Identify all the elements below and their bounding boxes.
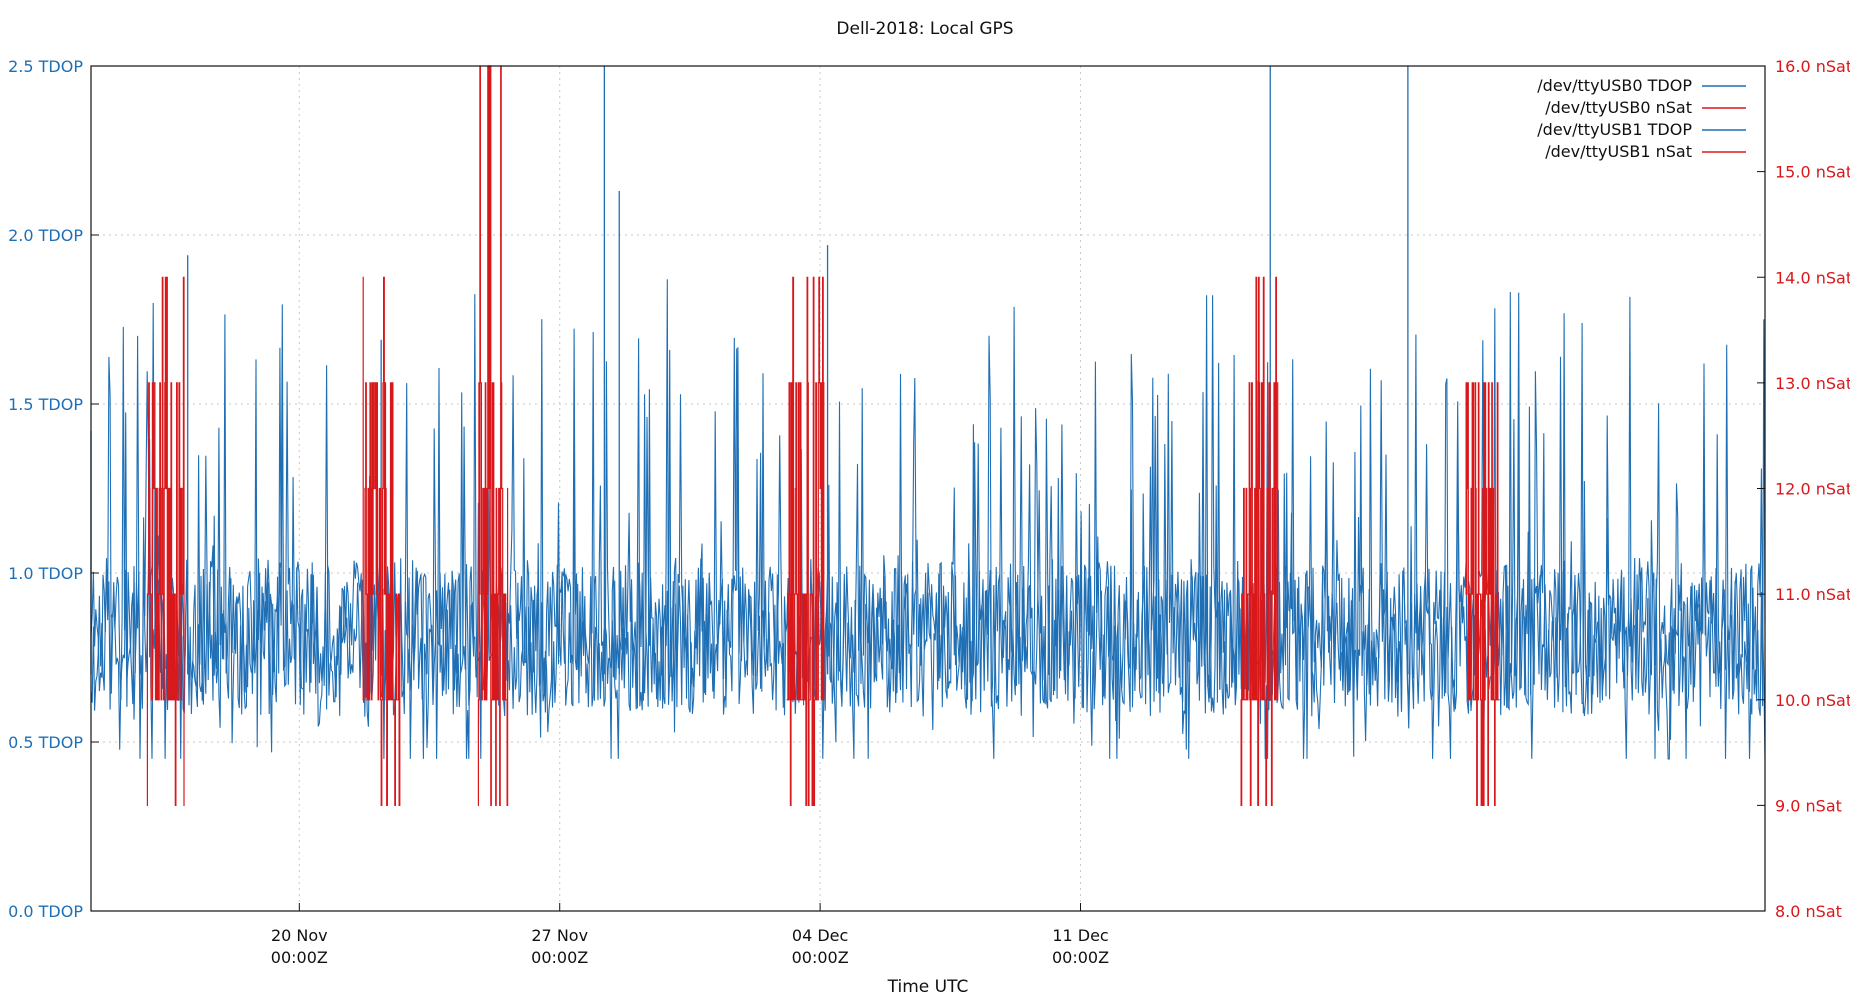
legend: /dev/ttyUSB0 TDOP/dev/ttyUSB0 nSat/dev/t… xyxy=(1537,76,1746,161)
left-tick-label: 1.5 TDOP xyxy=(8,395,83,414)
series-ttyUSB1-nsat xyxy=(477,65,509,806)
right-tick-label: 12.0 nSat xyxy=(1775,480,1850,499)
left-tick-label: 0.0 TDOP xyxy=(8,902,83,921)
left-tick-label: 0.5 TDOP xyxy=(8,733,83,752)
x-tick-label: 00:00Z xyxy=(1052,948,1109,967)
x-tick-label: 20 Nov xyxy=(271,926,328,945)
x-tick-label: 00:00Z xyxy=(271,948,328,967)
left-tick-label: 2.5 TDOP xyxy=(8,57,83,76)
series-ttyUSB1-nsat xyxy=(1465,382,1500,806)
chart-title: Dell-2018: Local GPS xyxy=(836,19,1013,39)
legend-label: /dev/ttyUSB1 TDOP xyxy=(1537,120,1692,139)
legend-label: /dev/ttyUSB0 TDOP xyxy=(1537,76,1692,95)
legend-label: /dev/ttyUSB0 nSat xyxy=(1545,98,1692,117)
left-tick-label: 2.0 TDOP xyxy=(8,226,83,245)
x-tick-label: 11 Dec xyxy=(1052,926,1108,945)
right-tick-label: 9.0 nSat xyxy=(1775,796,1842,815)
series-ttyUSB0-nsat xyxy=(146,276,185,806)
x-tick-label: 04 Dec xyxy=(792,926,848,945)
left-axis: 0.0 TDOP 0.5 TDOP 1.0 TDOP 1.5 TDOP 2.0 TDOP… xyxy=(8,57,99,921)
legend-label: /dev/ttyUSB1 nSat xyxy=(1545,142,1692,161)
x-tick-label: 00:00Z xyxy=(531,948,588,967)
right-tick-label: 13.0 nSat xyxy=(1775,374,1850,393)
x-tick-label: 00:00Z xyxy=(792,948,849,967)
x-axis: 20 Nov 00:00Z 27 Nov 00:00Z 04 Dec 00:00Z 11 D… xyxy=(271,903,1109,967)
right-tick-label: 14.0 nSat xyxy=(1775,268,1850,287)
right-tick-label: 15.0 nSat xyxy=(1775,163,1850,182)
series-ttyUSB0-nsat xyxy=(362,276,401,806)
right-tick-label: 8.0 nSat xyxy=(1775,902,1842,921)
right-axis: 8.0 nSat 9.0 nSat 10.0 nSat 11.0 nSat 12.0 n… xyxy=(1757,57,1850,921)
x-axis-label: Time UTC xyxy=(887,977,969,997)
x-tick-label: 27 Nov xyxy=(531,926,588,945)
series-layer xyxy=(90,65,1766,806)
right-tick-label: 10.0 nSat xyxy=(1775,691,1850,710)
series-ttyUSB0-nsat xyxy=(786,276,825,806)
right-tick-label: 16.0 nSat xyxy=(1775,57,1850,76)
right-tick-label: 11.0 nSat xyxy=(1775,585,1850,604)
series-ttyUSB0-nsat xyxy=(1240,276,1279,806)
left-tick-label: 1.0 TDOP xyxy=(8,564,83,583)
